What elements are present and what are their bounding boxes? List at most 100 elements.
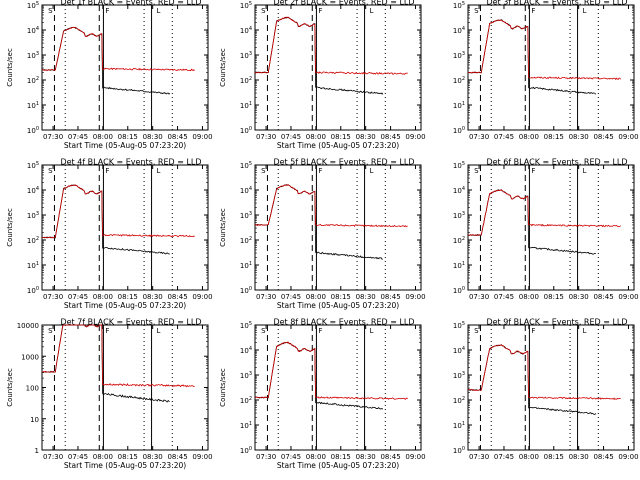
y-axis-title: Counts/sec: [219, 48, 227, 87]
x-tick-label: 09:00: [192, 293, 212, 301]
x-tick-label: 08:15: [544, 453, 564, 461]
panel-title: Det 1f BLACK = Events, RED = LLD: [60, 0, 201, 7]
y-tick-label: 105: [27, 161, 39, 170]
flag-marker-s: S: [261, 327, 266, 335]
panel-title: Det 9f BLACK = Events, RED = LLD: [486, 318, 627, 327]
y-tick-label: 101: [453, 101, 465, 110]
events-series-line: [41, 184, 170, 255]
y-tick-label: 10000: [17, 322, 39, 330]
y-tick-label: 105: [453, 321, 465, 330]
lld-series-line: [254, 341, 408, 400]
x-tick-label: 07:45: [281, 453, 301, 461]
x-tick-label: 08:30: [143, 453, 163, 461]
y-tick-label: 104: [453, 346, 465, 355]
flag-marker-s: S: [48, 167, 53, 175]
y-tick-label: 102: [240, 396, 252, 405]
x-tick-label: 08:45: [167, 453, 187, 461]
plot-frame: [467, 4, 635, 131]
x-tick-label: 08:00: [306, 453, 326, 461]
x-tick-label: 07:45: [281, 293, 301, 301]
x-tick-label: 07:30: [256, 293, 276, 301]
x-axis-title: Start Time (05-Aug-05 07:23:20): [64, 141, 186, 150]
x-tick-label: 08:45: [380, 453, 400, 461]
x-tick-label: 07:45: [494, 293, 514, 301]
x-tick-label: 09:00: [405, 293, 425, 301]
y-tick-label: 100: [453, 126, 465, 135]
x-tick-label: 08:15: [331, 293, 351, 301]
events-series-line: [41, 26, 171, 95]
y-tick-label: 104: [453, 26, 465, 35]
detector-panel-2: 100 101 102 103 104 105 07:30 07:45 08:00 08:15 08…: [219, 0, 426, 150]
x-tick-label: 07:30: [43, 453, 63, 461]
plot-frame: [254, 164, 422, 291]
x-tick-label: 08:30: [356, 453, 376, 461]
y-tick-label: 102: [240, 236, 252, 245]
flag-marker-f: F: [105, 7, 109, 15]
plot-frame: [467, 164, 635, 291]
detector-panel-5: 100 101 102 103 104 105 07:30 07:45 08:00 08:15 08…: [219, 158, 426, 311]
lld-series-line: [254, 184, 408, 228]
x-tick-label: 09:00: [618, 453, 638, 461]
x-tick-label: 08:30: [143, 133, 163, 141]
y-tick-label: 104: [453, 186, 465, 195]
y-tick-label: 100: [27, 126, 39, 135]
x-axis-title: Start Time (05-Aug-05 07:23:20): [64, 461, 186, 470]
events-series-line: [467, 188, 597, 255]
plot-frame: [41, 164, 209, 291]
x-tick-label: 08:15: [544, 133, 564, 141]
x-tick-label: 07:30: [43, 293, 63, 301]
y-tick-label: 105: [27, 1, 39, 10]
lld-series-line: [41, 26, 195, 72]
panel-title: Det 3f BLACK = Events, RED = LLD: [486, 0, 627, 7]
plot-frame: [467, 324, 635, 451]
flag-marker-f: F: [531, 327, 535, 335]
flag-marker-l: L: [583, 7, 587, 15]
x-tick-label: 08:15: [118, 453, 138, 461]
x-axis-title: Start Time (05-Aug-05 07:23:20): [277, 141, 399, 150]
detector-panel-6: 100 101 102 103 104 105 07:30 07:45 08:00 08:15 08…: [453, 158, 639, 302]
y-tick-label: 1000: [21, 353, 39, 361]
y-tick-label: 104: [240, 26, 252, 35]
y-tick-label: 102: [453, 236, 465, 245]
x-tick-label: 07:45: [68, 453, 88, 461]
lld-series-line: [467, 344, 621, 400]
y-tick-label: 105: [453, 1, 465, 10]
x-tick-label: 09:00: [192, 133, 212, 141]
x-tick-label: 08:45: [167, 133, 187, 141]
plot-frame: [41, 324, 209, 451]
x-tick-label: 07:30: [469, 453, 489, 461]
plot-frame: [41, 4, 209, 131]
y-tick-label: 102: [453, 396, 465, 405]
detector-panel-3: 100 101 102 103 104 105 07:30 07:45 08:00 08:15 08…: [453, 0, 639, 141]
y-axis-title: Counts/sec: [6, 48, 14, 87]
y-tick-label: 100: [26, 385, 39, 393]
x-axis-title: Start Time (05-Aug-05 07:23:20): [64, 301, 186, 310]
y-tick-label: 103: [453, 51, 465, 60]
x-tick-label: 07:30: [256, 133, 276, 141]
flag-marker-f: F: [318, 327, 322, 335]
y-tick-label: 101: [240, 421, 252, 430]
y-tick-label: 102: [240, 76, 252, 85]
y-tick-label: 101: [27, 261, 39, 270]
y-tick-label: 102: [453, 76, 465, 85]
x-tick-label: 08:45: [380, 133, 400, 141]
flag-marker-s: S: [48, 7, 53, 15]
x-tick-label: 08:45: [593, 453, 613, 461]
lld-series-line: [467, 19, 622, 81]
flag-marker-l: L: [370, 7, 374, 15]
y-tick-label: 104: [27, 186, 39, 195]
x-tick-label: 07:30: [469, 293, 489, 301]
x-tick-label: 07:45: [281, 133, 301, 141]
y-axis-title: Counts/sec: [6, 208, 14, 247]
detector-panel-7: 1 10 100 1000 10000 07:30 07:45 08:00 08:15 08:30…: [6, 318, 213, 471]
x-tick-label: 08:30: [143, 293, 163, 301]
flag-marker-l: L: [583, 327, 587, 335]
x-tick-label: 07:45: [68, 133, 88, 141]
flag-marker-s: S: [474, 167, 479, 175]
flag-marker-f: F: [105, 327, 109, 335]
y-tick-label: 105: [240, 1, 252, 10]
lld-series-line: [41, 324, 195, 388]
y-tick-label: 101: [240, 101, 252, 110]
detector-panel-9: 100 101 102 103 104 105 07:30 07:45 08:00 08:15 08…: [453, 318, 639, 462]
